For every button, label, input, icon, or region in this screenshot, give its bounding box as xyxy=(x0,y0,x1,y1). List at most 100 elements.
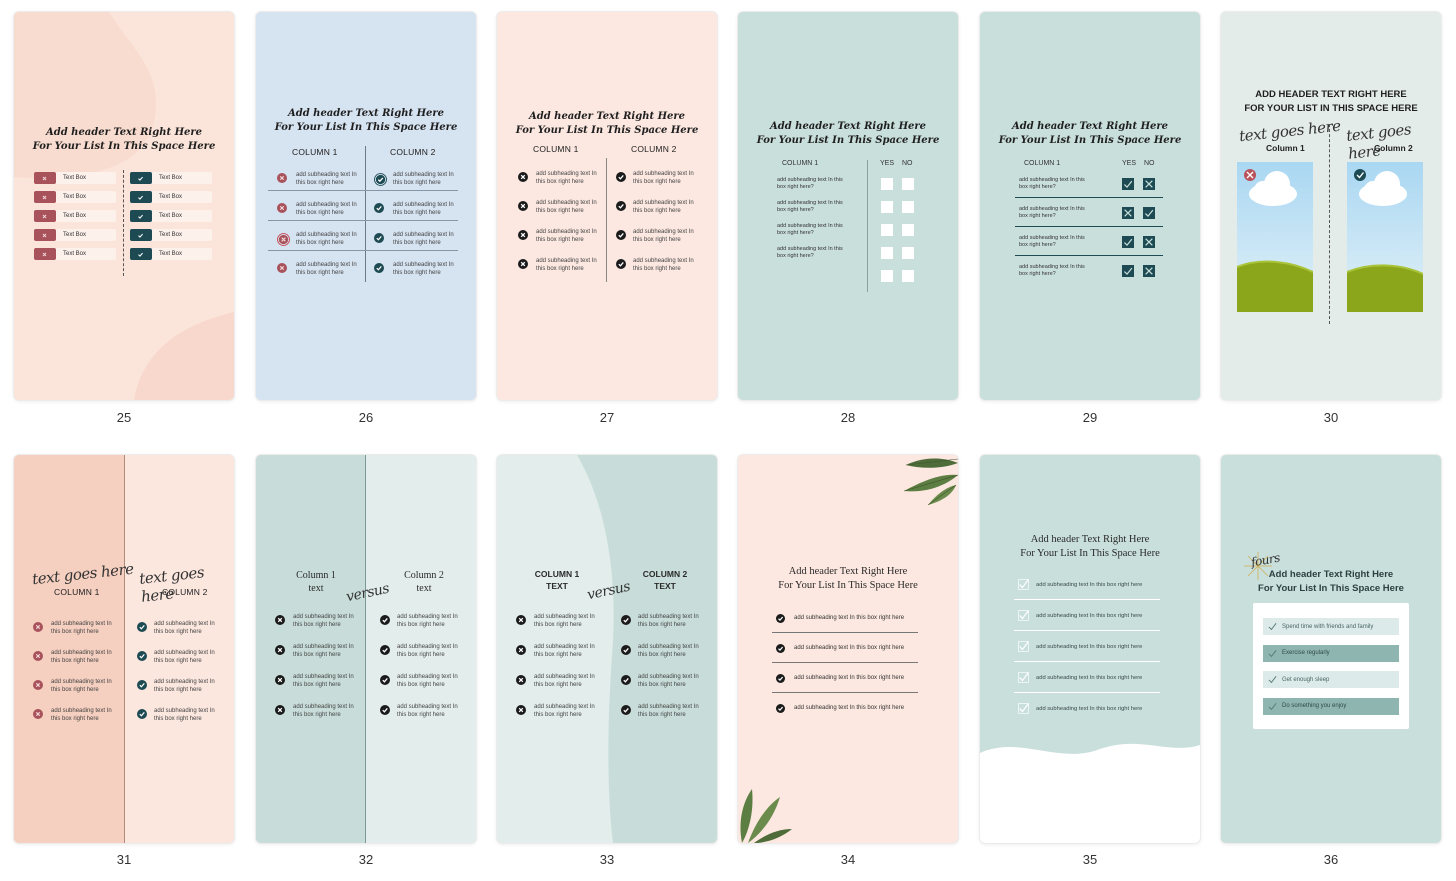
page-28-item-1-line-1: add subheading text In this xyxy=(777,177,843,183)
page-29-row-separator-3 xyxy=(1015,255,1163,256)
page-36-header-line-2: For Your List In This Space Here xyxy=(1258,583,1404,594)
page-thumbnail-26[interactable]: Add header Text Right Here For Your List… xyxy=(256,12,476,400)
page-29-item-3: add subheading text In this box right her… xyxy=(1019,235,1085,249)
page-29-item-3-line-2: box right here? xyxy=(1019,242,1056,248)
page-32-left-item-1-line-2: this box right here xyxy=(293,621,341,628)
page-35-wave-bottom xyxy=(980,743,1200,843)
page-33-left-item-1: add subheading text In this box right her… xyxy=(534,614,595,629)
page-31-column-2-title: COLUMN 2 xyxy=(162,587,208,597)
page-32-left-panel xyxy=(256,455,365,843)
page-30-header-line-2: FOR YOUR LIST IN THIS SPACE HERE xyxy=(1244,103,1418,114)
page-27-left-item-2-line-1: add subheading text In xyxy=(536,200,597,206)
page-28-no-checkbox-3 xyxy=(902,224,914,236)
page-thumbnail-36[interactable]: fours Add header Text Right Here For You… xyxy=(1221,455,1441,843)
page-33-column-2-title: COLUMN 2 TEXT xyxy=(635,568,695,592)
page-26-row-separator-1 xyxy=(268,190,458,191)
page-32-column-2-line-1: Column 2 xyxy=(404,570,444,581)
page-26-left-item-1-line-2: this box right here xyxy=(296,179,344,186)
page-32-right-check-icon-4 xyxy=(380,705,390,715)
page-25-left-icon-2 xyxy=(40,192,49,202)
page-28-item-4-line-1: add subheading text In this xyxy=(777,246,843,252)
page-27-left-item-1-line-1: add subheading text In xyxy=(536,171,597,177)
page-thumbnail-32[interactable]: Column 1 text Column 2 text versus add s… xyxy=(256,455,476,843)
page-35-check-icon-5 xyxy=(1018,703,1029,714)
page-31-right-item-3-line-2: this box right here xyxy=(154,686,202,693)
page-number-27: 27 xyxy=(599,410,615,425)
page-31-left-item-2: add subheading text In this box right her… xyxy=(51,650,112,665)
page-30-script-right: text goes here xyxy=(1345,120,1412,163)
page-31-right-item-3-line-1: add subheading text In xyxy=(154,679,215,685)
page-26-right-item-2-line-2: this box right here xyxy=(393,209,441,216)
page-33-column-1-line-2: TEXT xyxy=(546,581,568,591)
page-33-left-item-3-line-2: this box right here xyxy=(534,681,582,688)
page-25-left-text-box-label-3: Text Box xyxy=(63,212,87,219)
page-thumbnail-29[interactable]: Add header Text Right Here For Your List… xyxy=(980,12,1200,400)
page-26-divider xyxy=(365,146,366,282)
page-31-right-item-2-line-1: add subheading text In xyxy=(154,650,215,656)
page-36-item-label-1: Spend time with friends and family xyxy=(1282,623,1374,630)
page-36-header-line-1: Add header Text Right Here xyxy=(1268,569,1394,580)
page-29-item-4: add subheading text In this box right her… xyxy=(1019,264,1085,278)
page-32-left-item-1-line-1: add subheading text In xyxy=(293,614,354,620)
page-number-29: 29 xyxy=(1082,410,1098,425)
page-thumbnail-27[interactable]: Add header Text Right Here For Your List… xyxy=(497,12,717,400)
page-31-left-item-4-line-2: this box right here xyxy=(51,715,99,722)
page-32-right-item-3-line-1: add subheading text In xyxy=(397,674,458,680)
page-26-left-x-icon-3 xyxy=(277,233,290,246)
page-34-item-1: add subheading text In this box right he… xyxy=(794,615,905,621)
page-31-right-item-1-line-1: add subheading text In xyxy=(154,621,215,627)
page-thumbnail-31[interactable]: text goes here text goes here COLUMN 1 C… xyxy=(14,455,234,843)
page-33-right-check-icon-2 xyxy=(621,645,631,655)
page-26-left-x-icon-1 xyxy=(277,173,287,183)
page-thumbnail-28[interactable]: Add header Text Right Here For Your List… xyxy=(738,12,958,400)
page-29-row-separator-1 xyxy=(1015,197,1163,198)
page-31-divider xyxy=(124,455,125,843)
page-26-right-check-icon-2 xyxy=(374,203,384,213)
page-29-row-separator-2 xyxy=(1015,226,1163,227)
page-thumbnail-34[interactable]: Add header Text Right Here For Your List… xyxy=(738,455,958,843)
page-thumbnail-33[interactable]: COLUMN 1 TEXT COLUMN 2 TEXT versus add s… xyxy=(497,455,717,843)
page-27-left-x-icon-1 xyxy=(518,172,528,182)
page-28-item-4: add subheading text In this box right her… xyxy=(777,246,843,260)
page-27-right-item-1-line-2: this box right here xyxy=(633,178,681,185)
page-25-right-text-box-label-2: Text Box xyxy=(159,193,183,200)
page-thumbnail-30[interactable]: ADD HEADER TEXT RIGHT HERE FOR YOUR LIST… xyxy=(1221,12,1441,400)
page-number-30: 30 xyxy=(1323,410,1339,425)
page-31-right-item-4: add subheading text In this box right her… xyxy=(154,708,215,723)
page-33-left-item-4-line-2: this box right here xyxy=(534,711,582,718)
page-26-right-check-icon-4 xyxy=(374,263,384,273)
page-33-left-item-2-line-1: add subheading text In xyxy=(534,644,595,650)
page-32-left-item-3-line-2: this box right here xyxy=(293,681,341,688)
page-28-divider xyxy=(867,160,868,292)
page-34-check-icon-4 xyxy=(776,704,785,713)
page-number-31: 31 xyxy=(116,852,132,867)
page-36-item-label-3: Get enough sleep xyxy=(1282,676,1330,683)
page-33-left-item-3-line-1: add subheading text In xyxy=(534,674,595,680)
page-27-right-item-1-line-1: add subheading text In xyxy=(633,171,694,177)
page-33-right-item-2-line-1: add subheading text In xyxy=(638,644,699,650)
page-27-left-item-4-line-1: add subheading text In xyxy=(536,258,597,264)
page-35-header-line-2: For Your List In This Space Here xyxy=(1020,548,1160,559)
page-25-right-text-box-label-1: Text Box xyxy=(159,174,183,181)
page-26-right-item-3-line-2: this box right here xyxy=(393,239,441,246)
page-28-item-2: add subheading text In this box right her… xyxy=(777,200,843,214)
page-31-column-1-title: COLUMN 1 xyxy=(54,587,100,597)
page-thumbnail-25[interactable]: Add header Text Right Here For Your List… xyxy=(14,12,234,400)
page-25-background-shapes xyxy=(14,12,234,400)
page-33-column-1-title: COLUMN 1 TEXT xyxy=(527,568,587,592)
page-27-left-item-1: add subheading text In this box right her… xyxy=(536,171,597,186)
page-33-left-x-icon-2 xyxy=(516,645,526,655)
page-30-column-1-title: Column 1 xyxy=(1266,143,1305,153)
page-30-divider xyxy=(1329,124,1330,324)
page-30-column-2-title: Column 2 xyxy=(1374,143,1413,153)
page-31-right-item-4-line-2: this box right here xyxy=(154,715,202,722)
page-33-right-item-3-line-1: add subheading text In xyxy=(638,674,699,680)
page-35-item-1: add subheading text In this box right he… xyxy=(1036,582,1143,588)
page-36-item-bar-2 xyxy=(1263,644,1399,662)
page-thumbnail-35[interactable]: Add header Text Right Here For Your List… xyxy=(980,455,1200,843)
page-32-left-item-2-line-1: add subheading text In xyxy=(293,644,354,650)
page-26-header-line-1: Add header Text Right Here xyxy=(287,108,445,119)
page-36-check-icon-4 xyxy=(1268,702,1277,711)
page-30-image-right xyxy=(1347,162,1423,312)
page-31-left-item-2-line-1: add subheading text In xyxy=(51,650,112,656)
